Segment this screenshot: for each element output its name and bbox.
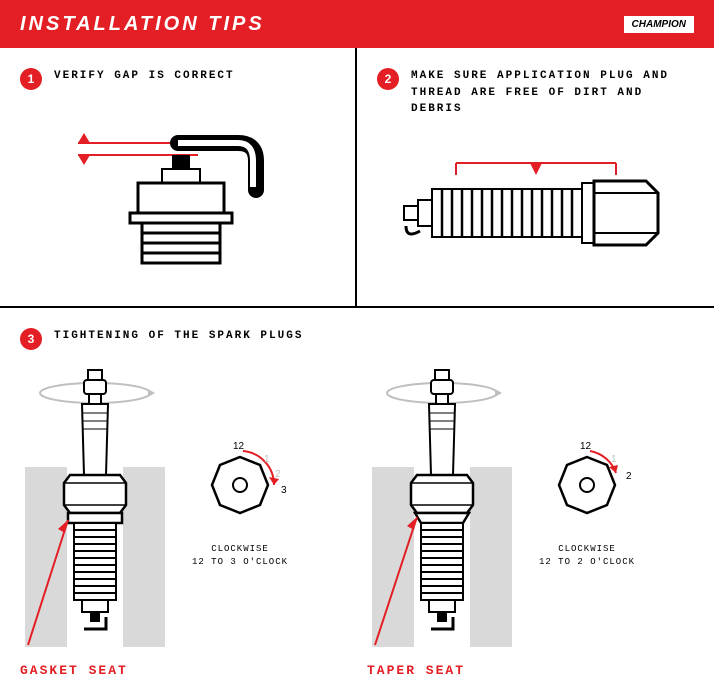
clock1-3: 3: [281, 485, 287, 496]
step-1-title: VERIFY GAP IS CORRECT: [54, 68, 235, 85]
taper-seat-label: TAPER SEAT: [367, 663, 517, 678]
clock2-2: 2: [626, 471, 632, 482]
step-3-number: 3: [20, 328, 42, 350]
step-3-cell: 3 TIGHTENING OF THE SPARK PLUGS: [0, 308, 714, 698]
brand-logo: CHAMPION: [624, 16, 694, 33]
thread-diagram: [377, 133, 694, 283]
step-2-header: 2 MAKE SURE APPLICATION PLUG AND THREAD …: [377, 68, 694, 118]
step-3-header: 3 TIGHTENING OF THE SPARK PLUGS: [20, 328, 694, 350]
step-3-title: TIGHTENING OF THE SPARK PLUGS: [54, 328, 303, 345]
thread-svg: [386, 133, 686, 283]
taper-plug-wrapper: TAPER SEAT: [367, 365, 517, 678]
clock-1-svg: 12 1 2 3: [185, 435, 295, 535]
step-1-header: 1 VERIFY GAP IS CORRECT: [20, 68, 335, 90]
clock-1-wrapper: 12 1 2 3 CLOCKWISE 12 TO 3 O'CLOCK: [185, 435, 295, 568]
taper-column: TAPER SEAT 12 1 2 CLOCKWISE 12 TO 2 O'CL…: [367, 365, 694, 678]
plugs-row: GASKET SEAT 12 1 2 3 CLOCKWISE 12 TO 3 O…: [20, 365, 694, 678]
clock2-12: 12: [580, 441, 592, 452]
clock-2-wrapper: 12 1 2 CLOCKWISE 12 TO 2 O'CLOCK: [532, 435, 642, 568]
clock2-1: 1: [611, 454, 617, 465]
top-row: 1 VERIFY GAP IS CORRECT: [0, 48, 714, 308]
gasket-plug-svg: [20, 365, 170, 655]
clock1-12: 12: [233, 441, 245, 452]
gap-svg: [58, 105, 298, 275]
header-bar: INSTALLATION TIPS CHAMPION: [0, 0, 714, 48]
clock1-2: 2: [275, 469, 281, 480]
clock-1-label: CLOCKWISE 12 TO 3 O'CLOCK: [185, 543, 295, 568]
gasket-plug-wrapper: GASKET SEAT: [20, 365, 170, 678]
step-1-number: 1: [20, 68, 42, 90]
gasket-seat-label: GASKET SEAT: [20, 663, 170, 678]
step-2-title: MAKE SURE APPLICATION PLUG AND THREAD AR…: [411, 68, 694, 118]
taper-plug-svg: [367, 365, 517, 655]
step-2-cell: 2 MAKE SURE APPLICATION PLUG AND THREAD …: [357, 48, 714, 306]
step-1-cell: 1 VERIFY GAP IS CORRECT: [0, 48, 357, 306]
gasket-column: GASKET SEAT 12 1 2 3 CLOCKWISE 12 TO 3 O…: [20, 365, 347, 678]
clock-2-label: CLOCKWISE 12 TO 2 O'CLOCK: [532, 543, 642, 568]
content-area: 1 VERIFY GAP IS CORRECT: [0, 48, 714, 698]
step-2-number: 2: [377, 68, 399, 90]
clock1-1: 1: [264, 454, 270, 465]
header-title: INSTALLATION TIPS: [20, 13, 265, 36]
gap-diagram: [20, 105, 335, 275]
clock-2-svg: 12 1 2: [532, 435, 642, 535]
